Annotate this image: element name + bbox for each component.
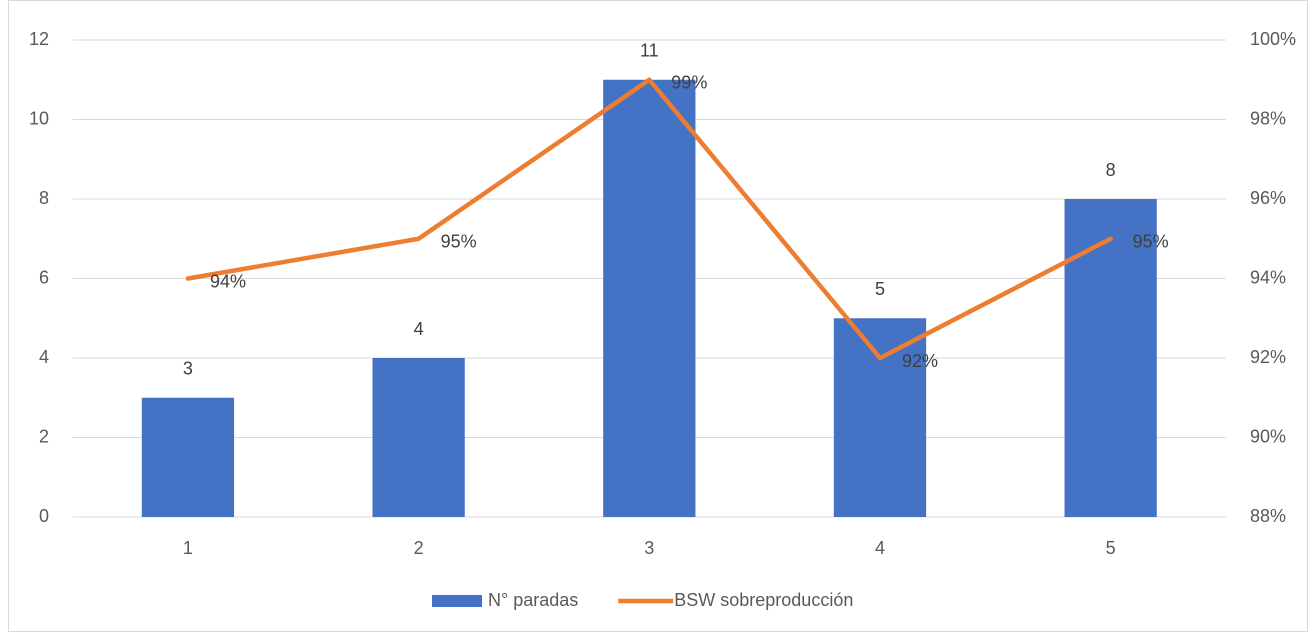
y-tick-label: 4 bbox=[39, 347, 49, 367]
line-value-label: 94% bbox=[210, 271, 246, 291]
bar bbox=[141, 397, 235, 517]
bar-value-label: 4 bbox=[414, 319, 424, 339]
x-tick-label: 1 bbox=[183, 538, 193, 558]
y2-tick-label: 88% bbox=[1250, 506, 1286, 526]
legend-label: N° paradas bbox=[488, 590, 578, 610]
y-tick-label: 10 bbox=[29, 108, 49, 128]
y2-tick-label: 92% bbox=[1250, 347, 1286, 367]
x-tick-label: 2 bbox=[414, 538, 424, 558]
y-tick-label: 8 bbox=[39, 188, 49, 208]
y-tick-label: 2 bbox=[39, 426, 49, 446]
x-tick-label: 3 bbox=[644, 538, 654, 558]
line-value-label: 99% bbox=[671, 73, 707, 93]
legend-label: BSW sobreproducción bbox=[674, 590, 853, 610]
line-value-label: 92% bbox=[902, 351, 938, 371]
y2-tick-label: 96% bbox=[1250, 188, 1286, 208]
bar-value-label: 11 bbox=[640, 41, 659, 61]
y2-tick-label: 100% bbox=[1250, 29, 1296, 49]
bar bbox=[833, 318, 927, 517]
line-value-label: 95% bbox=[1133, 232, 1169, 252]
y2-tick-label: 98% bbox=[1250, 108, 1286, 128]
y-tick-label: 6 bbox=[39, 267, 49, 287]
bar-value-label: 8 bbox=[1106, 160, 1116, 180]
x-tick-label: 4 bbox=[875, 538, 885, 558]
x-tick-label: 5 bbox=[1106, 538, 1116, 558]
y2-tick-label: 94% bbox=[1250, 267, 1286, 287]
y2-tick-label: 90% bbox=[1250, 426, 1286, 446]
bar-value-label: 5 bbox=[875, 279, 885, 299]
y-tick-label: 12 bbox=[29, 29, 49, 49]
y-tick-label: 0 bbox=[39, 506, 49, 526]
bar-value-label: 3 bbox=[183, 359, 193, 379]
bar bbox=[1064, 199, 1157, 517]
bar bbox=[372, 358, 465, 517]
bar bbox=[603, 79, 696, 517]
line bbox=[185, 77, 1113, 361]
line-value-label: 95% bbox=[441, 232, 477, 252]
legend-swatch bbox=[432, 595, 482, 607]
